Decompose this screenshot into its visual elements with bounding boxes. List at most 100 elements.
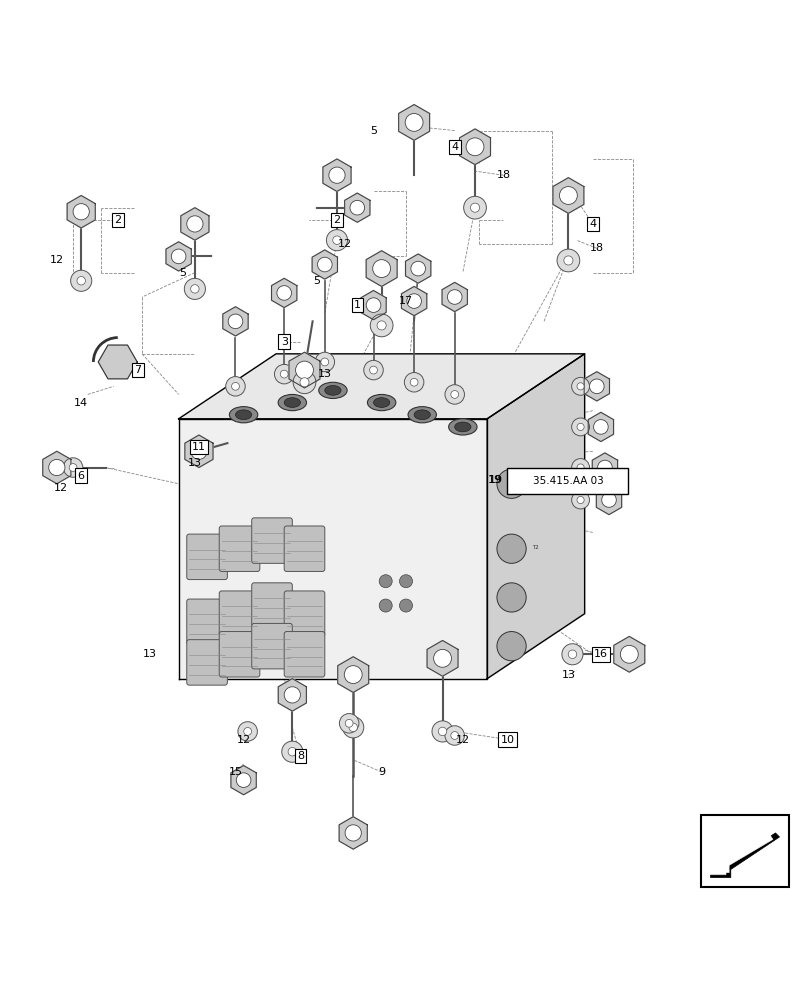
Circle shape bbox=[438, 727, 446, 736]
Polygon shape bbox=[459, 129, 490, 165]
Circle shape bbox=[326, 230, 347, 251]
Circle shape bbox=[369, 366, 377, 374]
Text: 12: 12 bbox=[337, 239, 352, 249]
FancyBboxPatch shape bbox=[251, 518, 292, 563]
FancyBboxPatch shape bbox=[251, 623, 292, 669]
Text: 13: 13 bbox=[560, 670, 575, 680]
Polygon shape bbox=[366, 251, 397, 286]
Circle shape bbox=[556, 249, 579, 272]
Circle shape bbox=[496, 469, 526, 498]
Circle shape bbox=[447, 290, 461, 304]
Circle shape bbox=[571, 491, 589, 509]
Ellipse shape bbox=[373, 398, 389, 407]
Circle shape bbox=[376, 321, 386, 330]
Circle shape bbox=[370, 314, 393, 337]
Circle shape bbox=[496, 632, 526, 661]
Circle shape bbox=[366, 298, 380, 312]
Ellipse shape bbox=[324, 386, 341, 395]
Text: 11: 11 bbox=[191, 442, 206, 452]
Ellipse shape bbox=[367, 394, 395, 411]
Circle shape bbox=[568, 650, 576, 659]
Circle shape bbox=[577, 496, 583, 504]
Circle shape bbox=[577, 423, 583, 430]
FancyBboxPatch shape bbox=[284, 526, 324, 571]
Polygon shape bbox=[43, 451, 71, 484]
Polygon shape bbox=[344, 193, 370, 222]
Polygon shape bbox=[710, 833, 779, 878]
Circle shape bbox=[571, 459, 589, 476]
Circle shape bbox=[345, 719, 353, 727]
Circle shape bbox=[350, 200, 364, 215]
Circle shape bbox=[372, 260, 390, 278]
Text: 17: 17 bbox=[398, 296, 413, 306]
Circle shape bbox=[317, 257, 332, 272]
Circle shape bbox=[561, 644, 582, 665]
Text: 6: 6 bbox=[78, 471, 84, 481]
Ellipse shape bbox=[454, 422, 470, 432]
Circle shape bbox=[288, 747, 296, 756]
Polygon shape bbox=[230, 766, 256, 795]
FancyBboxPatch shape bbox=[219, 526, 260, 571]
FancyBboxPatch shape bbox=[284, 591, 324, 636]
Circle shape bbox=[320, 358, 328, 366]
FancyBboxPatch shape bbox=[219, 632, 260, 677]
Circle shape bbox=[601, 493, 616, 507]
Text: 35.415.AA 03: 35.415.AA 03 bbox=[532, 476, 603, 486]
Circle shape bbox=[71, 270, 92, 291]
Circle shape bbox=[191, 443, 207, 459]
Ellipse shape bbox=[229, 407, 257, 423]
Polygon shape bbox=[398, 105, 429, 140]
Polygon shape bbox=[613, 636, 644, 672]
Circle shape bbox=[577, 383, 583, 390]
Text: 19: 19 bbox=[487, 475, 502, 485]
Polygon shape bbox=[311, 250, 337, 279]
Circle shape bbox=[344, 666, 362, 684]
Circle shape bbox=[405, 113, 423, 131]
Polygon shape bbox=[165, 242, 191, 271]
Circle shape bbox=[444, 726, 464, 745]
Circle shape bbox=[379, 599, 392, 612]
Circle shape bbox=[450, 732, 458, 739]
Polygon shape bbox=[67, 196, 95, 228]
Circle shape bbox=[238, 722, 257, 741]
Circle shape bbox=[444, 385, 464, 404]
Circle shape bbox=[187, 216, 203, 232]
Text: 5: 5 bbox=[370, 126, 376, 136]
Text: 12: 12 bbox=[49, 255, 64, 265]
Circle shape bbox=[463, 196, 486, 219]
Ellipse shape bbox=[414, 410, 430, 420]
Circle shape bbox=[345, 825, 361, 841]
Circle shape bbox=[406, 294, 421, 308]
Text: 18: 18 bbox=[496, 170, 510, 180]
Circle shape bbox=[339, 714, 358, 733]
Circle shape bbox=[236, 773, 251, 787]
Text: 12: 12 bbox=[455, 735, 470, 745]
Text: 14: 14 bbox=[74, 398, 88, 408]
Text: 5: 5 bbox=[313, 276, 320, 286]
FancyBboxPatch shape bbox=[700, 815, 788, 887]
FancyBboxPatch shape bbox=[187, 640, 227, 685]
Ellipse shape bbox=[277, 394, 306, 411]
Circle shape bbox=[593, 420, 607, 434]
Text: 2: 2 bbox=[114, 215, 121, 225]
Circle shape bbox=[559, 187, 577, 204]
Circle shape bbox=[73, 204, 89, 220]
Circle shape bbox=[450, 391, 458, 398]
Circle shape bbox=[284, 687, 300, 703]
Polygon shape bbox=[487, 354, 584, 679]
Circle shape bbox=[496, 534, 526, 563]
Circle shape bbox=[466, 138, 483, 156]
Circle shape bbox=[597, 460, 611, 475]
Circle shape bbox=[184, 278, 205, 299]
Circle shape bbox=[333, 236, 341, 244]
Circle shape bbox=[379, 575, 392, 588]
Circle shape bbox=[399, 575, 412, 588]
Polygon shape bbox=[401, 286, 427, 316]
Circle shape bbox=[243, 728, 251, 735]
Circle shape bbox=[295, 361, 313, 379]
Ellipse shape bbox=[448, 419, 476, 435]
Circle shape bbox=[277, 286, 291, 300]
Polygon shape bbox=[587, 412, 613, 442]
Circle shape bbox=[69, 464, 77, 471]
Circle shape bbox=[274, 364, 294, 384]
